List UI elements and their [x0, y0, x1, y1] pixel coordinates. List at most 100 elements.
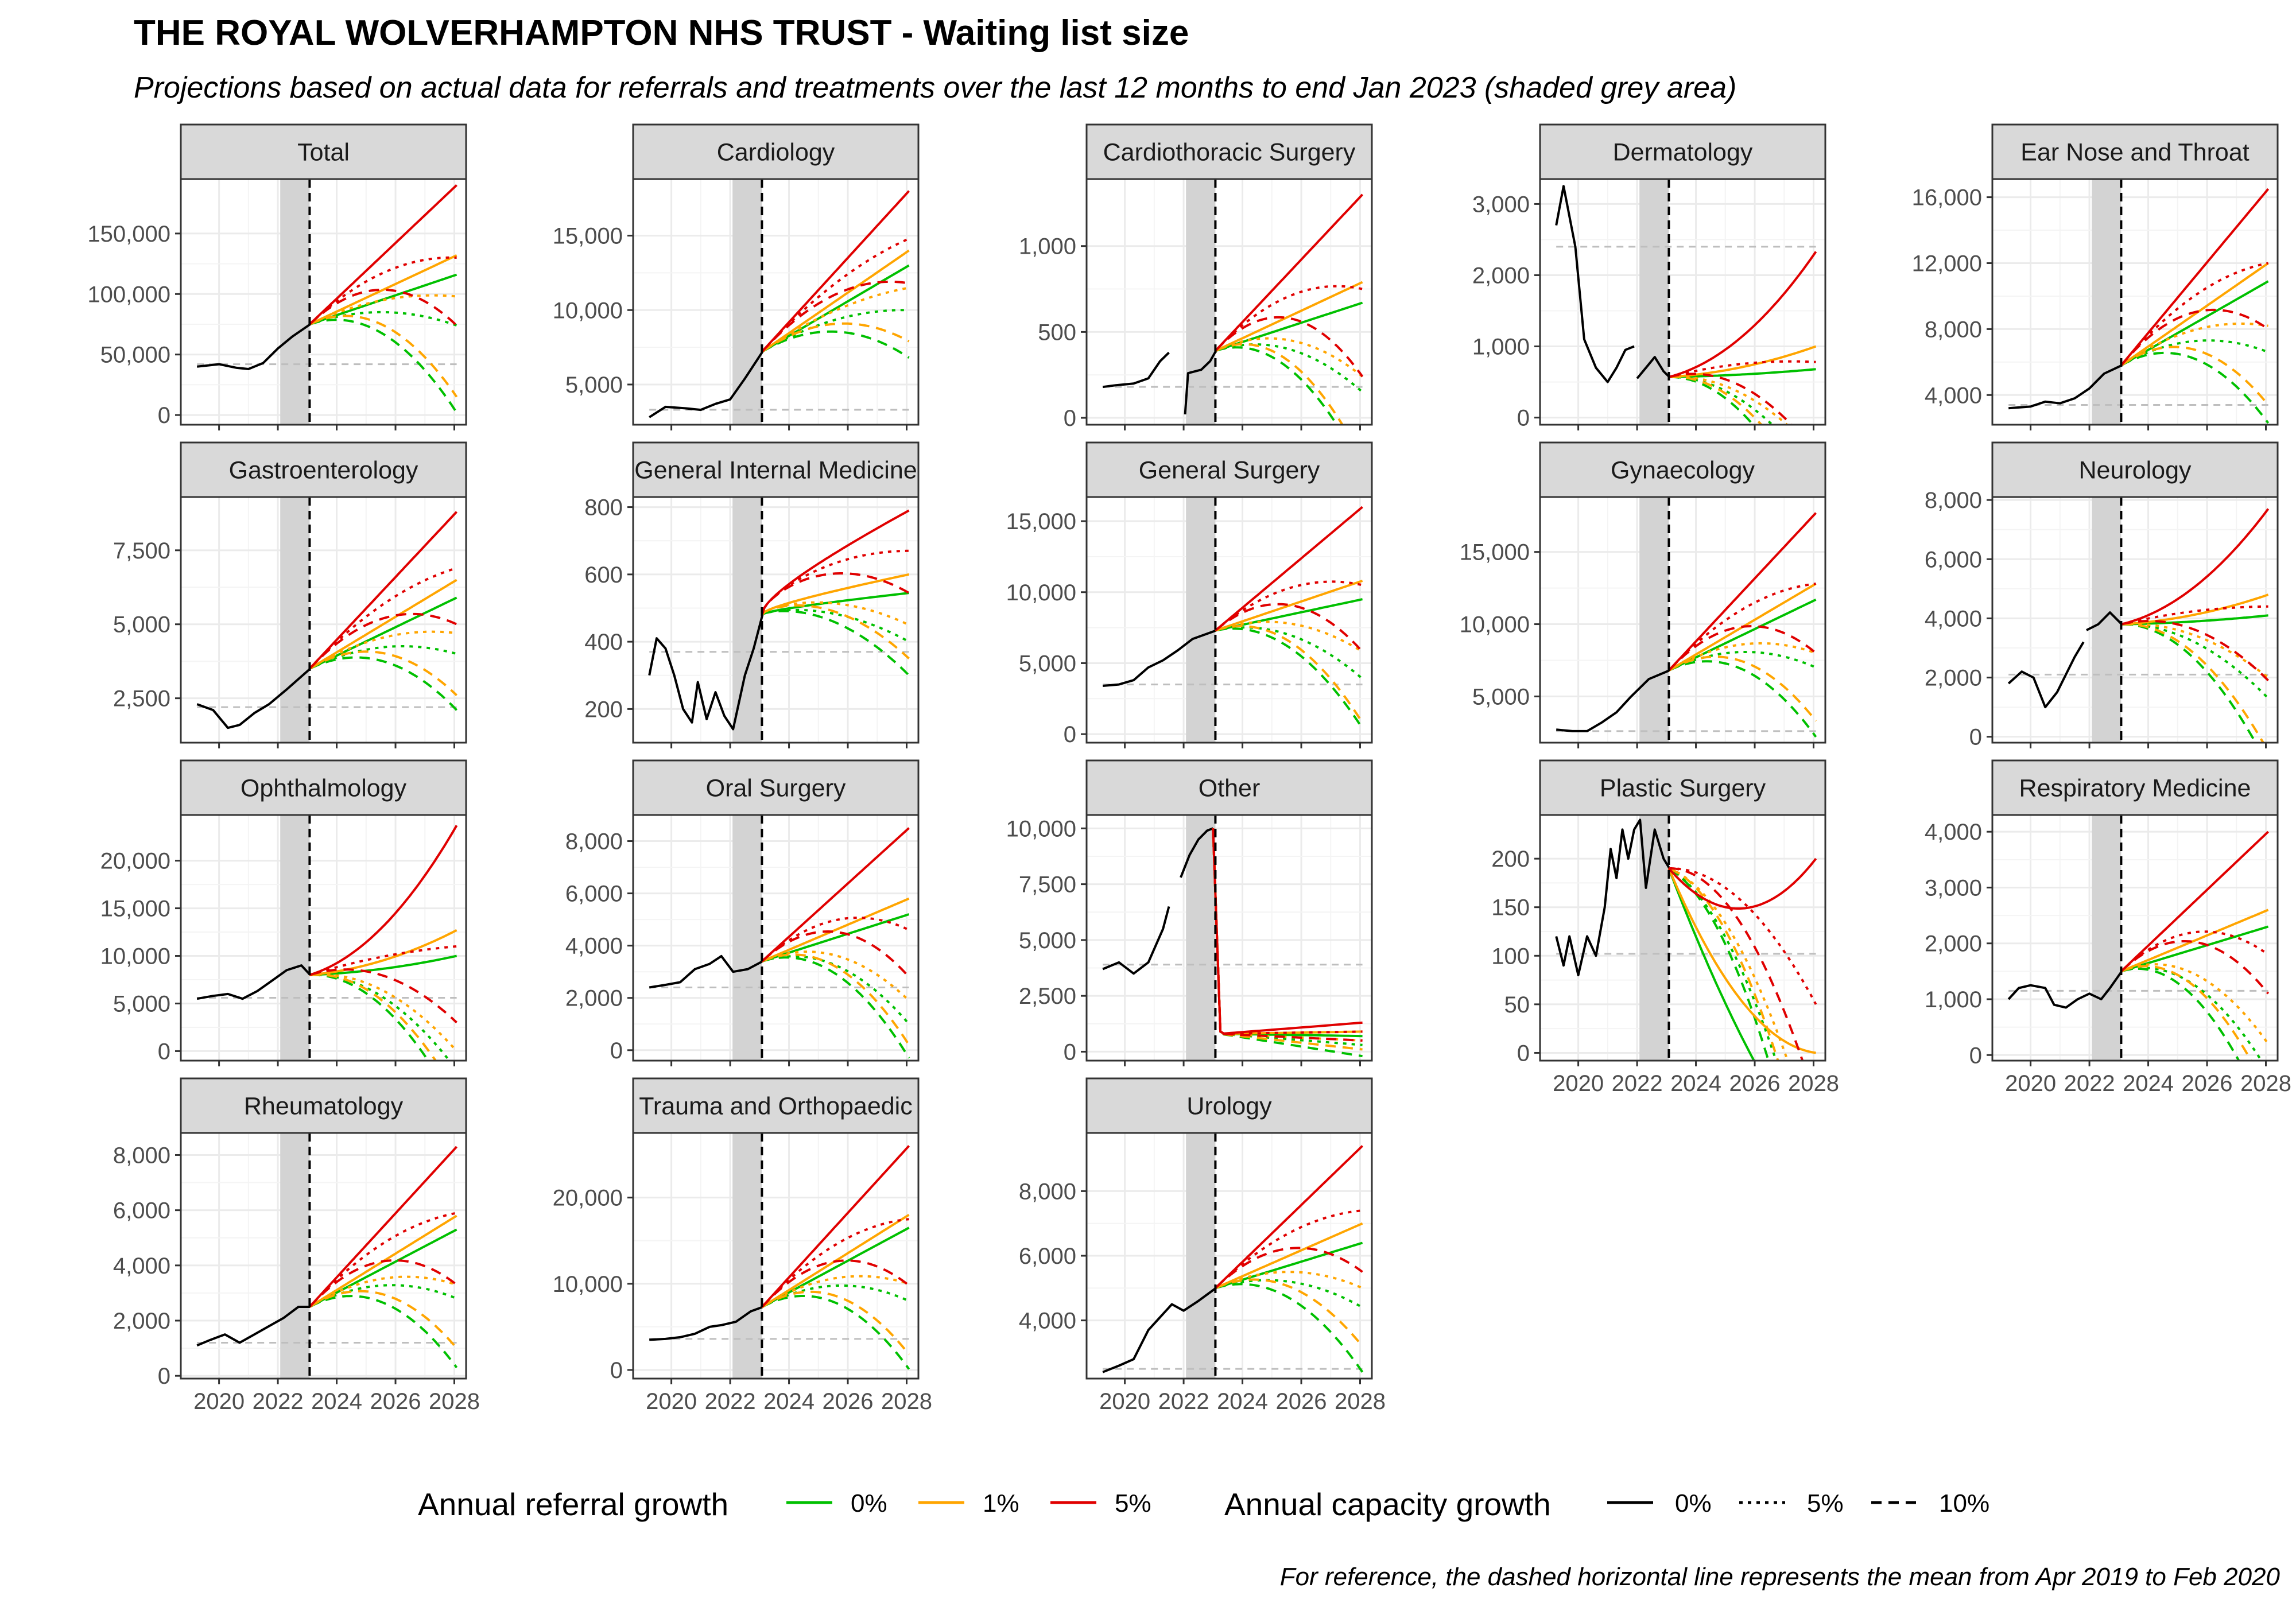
panel-title: Gastroenterology — [229, 457, 418, 484]
y-tick-label: 3,000 — [1925, 875, 1982, 900]
projection-r0-capacity-10pct — [761, 610, 910, 677]
y-tick-label: 5,000 — [113, 991, 170, 1016]
panel-title: Rheumatology — [244, 1093, 404, 1120]
panel-title: Urology — [1186, 1093, 1272, 1120]
projection-r1-capacity-0pct — [1215, 281, 1363, 352]
training-period-shade — [732, 1133, 762, 1379]
projection-r0-capacity-5pct — [1215, 626, 1363, 680]
history-line — [1102, 906, 1170, 975]
y-tick-label: 0 — [1064, 1039, 1076, 1065]
y-tick-label: 600 — [584, 562, 623, 588]
projection-r0-capacity-10pct — [309, 319, 458, 414]
panel-gynaecology: Gynaecology 5,000 10,000 15,000 — [1460, 441, 1826, 748]
projection-r0-capacity-0pct — [1667, 868, 1755, 1061]
training-period-shade — [1639, 179, 1669, 425]
panel-gastroenterology: Gastroenterology 2,500 5,000 7,500 — [113, 441, 467, 748]
legend-label-5pct: 5% — [1115, 1489, 1151, 1517]
projection-r1-capacity-10pct — [1668, 867, 1779, 1061]
history-line — [1180, 827, 1214, 878]
projection-r0-capacity-5pct — [1669, 375, 1774, 425]
projection-r5-capacity-0pct — [309, 825, 458, 976]
panel-strip — [1991, 759, 2279, 816]
panel-strip — [180, 1077, 467, 1134]
projection-r5-capacity-10pct — [2120, 620, 2269, 682]
y-tick-label: 0 — [610, 1038, 623, 1063]
x-tick-label: 2024 — [311, 1389, 362, 1414]
projection-r1-capacity-10pct — [761, 1290, 910, 1356]
history-line — [196, 964, 311, 1000]
panel-border — [632, 178, 920, 426]
panel-strip — [632, 123, 920, 180]
panel-title: Plastic Surgery — [1600, 775, 1766, 802]
history-line — [196, 323, 311, 370]
y-tick-label: 2,500 — [113, 686, 170, 712]
x-tick-label: 2022 — [705, 1389, 756, 1414]
panel-border — [1539, 496, 1826, 744]
x-tick-label: 2026 — [2182, 1071, 2233, 1096]
projection-r5-capacity-10pct — [761, 572, 910, 615]
panel-total: Total 0 50,000 100,000 150,000 — [87, 123, 467, 430]
y-tick-label: 5,000 — [1019, 928, 1076, 953]
y-tick-label: 5,000 — [1019, 651, 1076, 676]
projection-r5-capacity-0pct — [308, 1146, 458, 1308]
projection-r1-capacity-5pct — [1215, 1271, 1363, 1290]
history-line — [648, 614, 764, 731]
projection-r0-capacity-10pct — [309, 1295, 458, 1369]
x-tick-label: 2020 — [2005, 1071, 2056, 1096]
panel-border — [632, 814, 920, 1062]
projection-r1-capacity-5pct — [761, 1275, 910, 1309]
panel-cardiothoracic-surgery: Cardiothoracic Surgery 0 500 1,000 — [1019, 123, 1373, 431]
projection-r5-capacity-0pct — [1215, 506, 1363, 632]
y-tick-label: 8,000 — [113, 1143, 170, 1168]
y-tick-label: 6,000 — [565, 882, 623, 907]
panel-border — [180, 1132, 467, 1380]
training-period-shade — [1186, 1133, 1216, 1379]
x-tick-label: 2020 — [193, 1389, 245, 1414]
projection-r1-capacity-0pct — [1669, 345, 1817, 378]
y-tick-label: 1,000 — [1925, 987, 1982, 1012]
y-tick-label: 5,000 — [565, 372, 623, 398]
panel-plastic-surgery: Plastic Surgery 0 50 100 150 200 2020 2022 2024 2… — [1491, 759, 1839, 1096]
legend-label-0pct: 0% — [851, 1489, 887, 1517]
projection-r0-capacity-10pct — [1215, 1283, 1364, 1373]
training-period-shade — [1186, 815, 1216, 1061]
legend-capacity-title: Annual capacity growth — [1224, 1486, 1551, 1522]
projection-r5-capacity-0pct — [2120, 830, 2269, 972]
panel-strip — [1539, 759, 1826, 816]
projection-r5-capacity-0pct — [1214, 193, 1364, 352]
projection-r0-capacity-10pct — [2120, 351, 2270, 424]
y-tick-label: 16,000 — [1912, 185, 1982, 211]
projection-r0-capacity-10pct — [761, 330, 910, 359]
history-line — [649, 351, 764, 418]
projection-r1-capacity-5pct — [309, 973, 458, 1052]
projection-r0-capacity-5pct — [309, 645, 457, 670]
projection-r0-capacity-0pct — [1669, 368, 1816, 378]
panel-strip — [632, 1077, 920, 1134]
projection-r0-capacity-5pct — [761, 309, 909, 353]
panel-trauma-and-orthopaedic: Trauma and Orthopaedic 0 10,000 20,000 2020 2… — [553, 1077, 932, 1414]
y-tick-label: 4,000 — [113, 1253, 170, 1279]
projection-r5-capacity-0pct — [309, 184, 457, 325]
y-tick-label: 200 — [1491, 847, 1530, 872]
legend: Annual referral growth 0% 1% 5% Annual c… — [418, 1486, 1989, 1522]
y-tick-label: 2,000 — [1925, 666, 1982, 691]
projection-r5-capacity-0pct — [761, 509, 910, 615]
panel-border — [632, 1132, 920, 1380]
panel-border — [1085, 814, 1373, 1062]
projection-r1-capacity-0pct — [309, 929, 457, 976]
y-tick-label: 2,000 — [1925, 931, 1982, 957]
projection-r1-capacity-0pct — [761, 249, 910, 353]
projection-r0-capacity-5pct — [2121, 623, 2270, 700]
y-tick-label: 6,000 — [1925, 547, 1982, 572]
history-line — [2008, 364, 2123, 410]
x-tick-label: 2020 — [1099, 1389, 1150, 1414]
y-tick-label: 50,000 — [100, 343, 170, 368]
y-tick-label: 8,000 — [565, 829, 623, 855]
y-tick-label: 2,000 — [113, 1309, 170, 1334]
y-tick-label: 10,000 — [553, 298, 623, 323]
x-tick-label: 2026 — [823, 1389, 874, 1414]
history-line — [1184, 350, 1217, 415]
projection-r5-capacity-0pct — [2120, 188, 2270, 366]
training-period-shade — [280, 179, 310, 425]
projection-r0-capacity-10pct — [309, 973, 430, 1061]
